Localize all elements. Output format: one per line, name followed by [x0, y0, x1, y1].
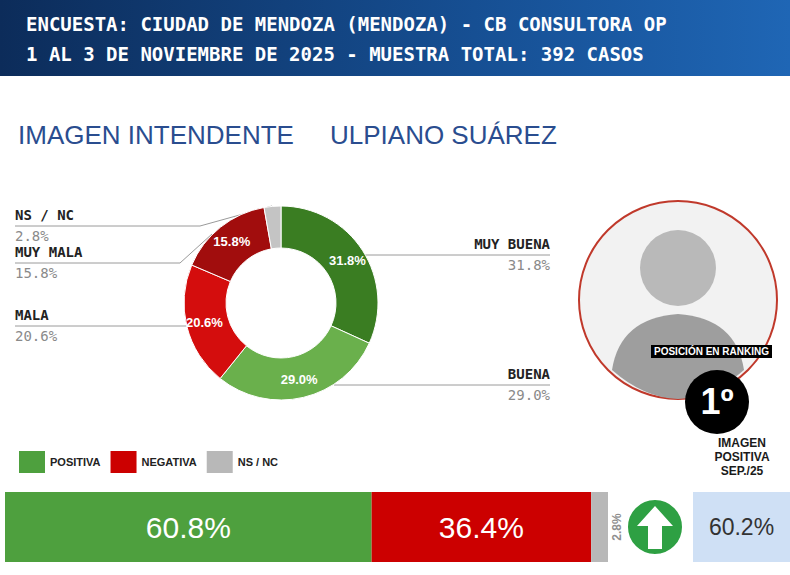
html-text:20.6%: 20.6% [15, 328, 58, 344]
html-text:IMAGEN POSITIVA SEP./25: IMAGEN POSITIVA SEP./25 [714, 436, 770, 478]
html-text:31.8%: 31.8% [507, 257, 550, 273]
html-text:ULPIANO SUÁREZ: ULPIANO SUÁREZ [330, 120, 557, 150]
html-text:POSICIÓN EN RANKING: POSICIÓN EN RANKING [654, 346, 769, 357]
html-text:15.8%: 15.8% [15, 265, 58, 281]
html-text:MUY BUENA: MUY BUENA [474, 236, 550, 252]
html-text:IMAGEN INTENDENTE: IMAGEN INTENDENTE [18, 120, 294, 150]
svg-text:29.0%: 29.0% [281, 372, 318, 387]
html-text:2.8%: 2.8% [15, 228, 49, 244]
html-text:MUY MALA: MUY MALA [15, 244, 83, 260]
svg-text:15.8%: 15.8% [213, 234, 250, 249]
html-text:ENCUESTA: CIUDAD DE MENDOZA (M: ENCUESTA: CIUDAD DE MENDOZA (MENDOZA) - … [26, 13, 667, 35]
html-text:BUENA: BUENA [507, 366, 550, 382]
svg-text:NEGATIVA: NEGATIVA [142, 456, 197, 468]
svg-text:36.4%: 36.4% [439, 511, 524, 544]
html-text:1º: 1º [700, 381, 734, 422]
html-text:NS / NC: NS / NC [15, 207, 74, 223]
html-text:60.2%: 60.2% [708, 514, 775, 540]
svg-text:POSITIVA: POSITIVA [50, 456, 101, 468]
html-text:29.0%: 29.0% [507, 387, 550, 403]
svg-text:60.8%: 60.8% [146, 511, 231, 544]
svg-text:2.8%: 2.8% [610, 513, 624, 541]
svg-text:20.6%: 20.6% [186, 315, 223, 330]
svg-text:NS / NC: NS / NC [238, 456, 278, 468]
svg-text:31.8%: 31.8% [329, 253, 366, 268]
html-text:MALA: MALA [15, 307, 49, 323]
html-text:1 AL 3 DE NOVIEMBRE DE 2025 -: 1 AL 3 DE NOVIEMBRE DE 2025 - MUESTRA TO… [26, 43, 644, 65]
